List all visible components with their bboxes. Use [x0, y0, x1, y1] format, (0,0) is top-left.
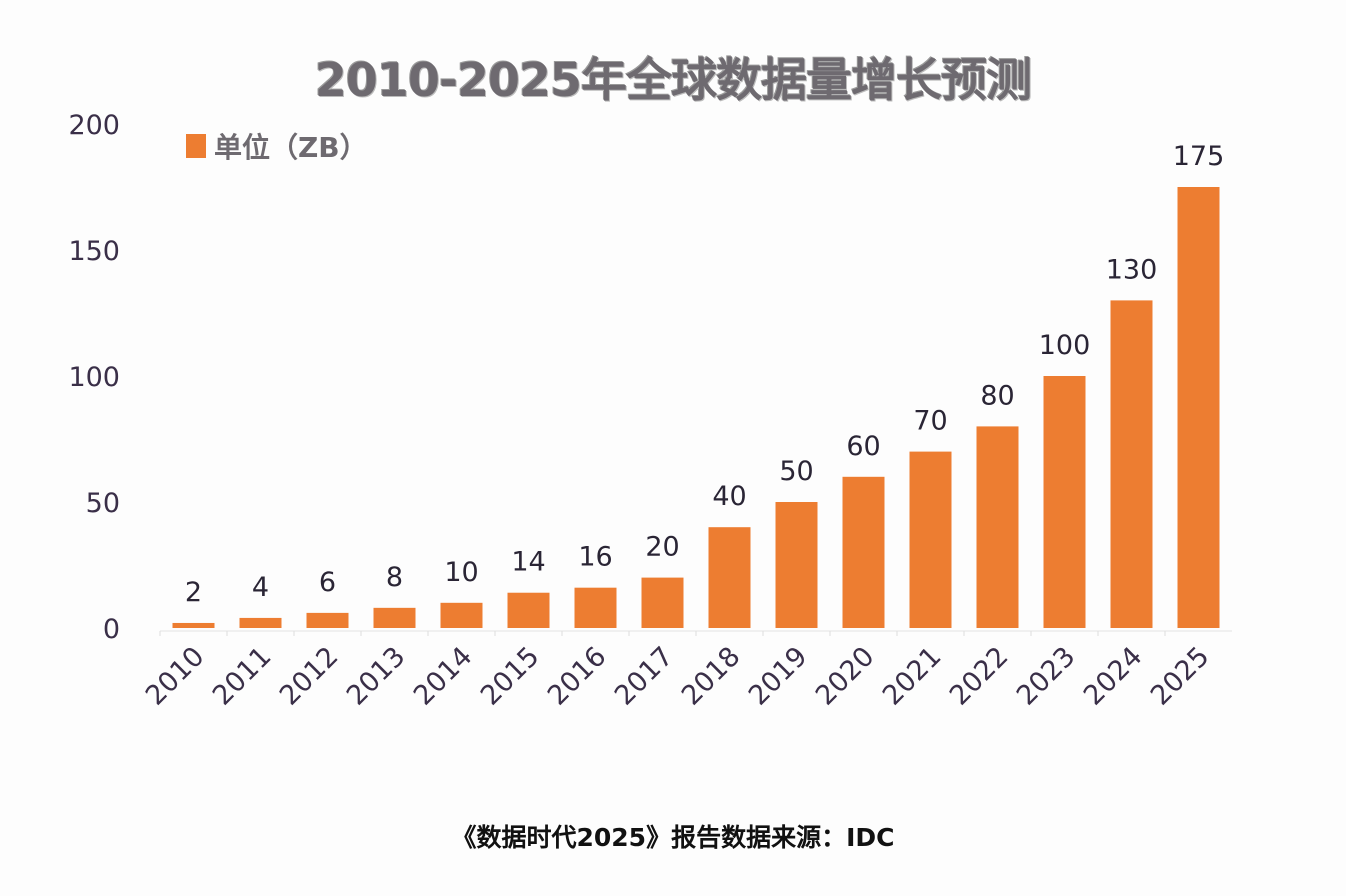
legend-swatch: [186, 134, 206, 158]
data-label: 16: [578, 542, 612, 573]
y-tick-label: 50: [86, 488, 120, 519]
x-tick-label: 2014: [408, 641, 479, 712]
x-tick-label: 2018: [676, 641, 747, 712]
data-label: 130: [1106, 254, 1158, 285]
data-label: 70: [913, 406, 947, 437]
data-label: 8: [386, 562, 403, 593]
bar: [909, 451, 952, 628]
data-label: 60: [846, 431, 880, 462]
bar: [574, 587, 617, 628]
x-tick-label: 2021: [877, 641, 948, 712]
x-tick-label: 2020: [810, 641, 881, 712]
bar: [775, 502, 818, 628]
bar: [172, 622, 215, 628]
bar: [1043, 376, 1086, 628]
data-label: 20: [645, 532, 679, 563]
data-label: 6: [319, 567, 336, 598]
bar: [239, 617, 282, 628]
data-label: 14: [511, 547, 545, 578]
data-label: 100: [1039, 330, 1091, 361]
x-tick-label: 2011: [207, 641, 278, 712]
bar: [842, 476, 885, 628]
y-tick-label: 100: [68, 362, 120, 393]
data-label: 40: [712, 481, 746, 512]
bar: [976, 426, 1019, 628]
bar: [440, 602, 483, 628]
source-note: 《数据时代2025》报告数据来源：IDC: [451, 823, 895, 852]
x-tick-label: 2022: [944, 641, 1015, 712]
bar: [306, 612, 349, 628]
bar: [641, 577, 684, 628]
legend-label: 单位（ZB）: [214, 131, 368, 164]
x-tick-label: 2023: [1011, 641, 1082, 712]
bar: [1177, 187, 1220, 628]
data-label: 2: [185, 577, 202, 608]
x-tick-label: 2019: [743, 641, 814, 712]
y-tick-label: 0: [103, 614, 120, 645]
data-label: 175: [1173, 141, 1225, 172]
y-tick-label: 200: [68, 110, 120, 141]
chart-title: 2010-2025年全球数据量增长预测: [314, 53, 1032, 107]
x-tick-label: 2016: [542, 641, 613, 712]
x-tick-label: 2025: [1145, 641, 1216, 712]
data-label: 50: [779, 456, 813, 487]
bar: [708, 527, 751, 628]
bar: [373, 607, 416, 628]
bar: [1110, 300, 1153, 628]
x-tick-label: 2010: [140, 641, 211, 712]
legend: 单位（ZB）: [186, 126, 368, 166]
data-label: 4: [252, 572, 269, 603]
x-tick-label: 2013: [341, 641, 412, 712]
x-tick-label: 2012: [274, 641, 345, 712]
y-tick-label: 150: [68, 236, 120, 267]
data-label: 80: [980, 380, 1014, 411]
x-tick-label: 2024: [1078, 641, 1149, 712]
bar: [507, 592, 550, 628]
x-tick-label: 2015: [475, 641, 546, 712]
data-label: 10: [444, 557, 478, 588]
x-tick-label: 2017: [609, 641, 680, 712]
